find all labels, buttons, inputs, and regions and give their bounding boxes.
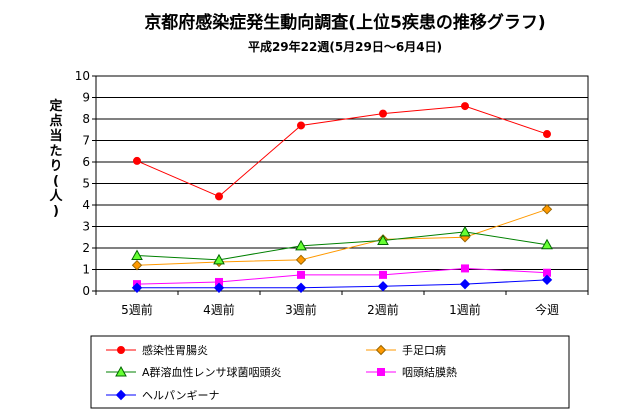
y-axis-label-char: 点 (49, 113, 62, 129)
legend-label: A群溶血性レンサ球菌咽頭炎 (142, 365, 282, 379)
data-point (377, 281, 389, 292)
y-tick-label: 0 (82, 284, 90, 298)
gridlines (96, 97, 588, 270)
data-point (297, 270, 305, 279)
y-tick-label: 8 (82, 112, 90, 126)
y-axis-label-char: た (49, 144, 62, 159)
data-point (295, 239, 307, 251)
y-tick-label: 9 (82, 91, 90, 105)
data-point (541, 274, 553, 286)
data-point (295, 282, 307, 293)
series-line (136, 267, 548, 285)
y-tick-label: 2 (82, 241, 90, 255)
series-3 (131, 225, 553, 265)
data-point (459, 225, 471, 237)
data-point (379, 109, 387, 118)
plot-area-border (95, 75, 589, 292)
series-4 (133, 264, 551, 289)
x-tick-label: 1週前 (449, 302, 481, 317)
data-point (541, 204, 553, 215)
series-line (137, 279, 548, 289)
series-1 (133, 102, 551, 201)
data-point (377, 234, 389, 245)
legend-label: 感染性胃腸炎 (142, 343, 208, 357)
data-point (295, 254, 307, 266)
data-point (541, 238, 553, 250)
legend-label: 手足口病 (402, 343, 446, 357)
legend-item: 感染性胃腸炎 (106, 343, 208, 357)
data-point (461, 102, 469, 111)
y-tick-label: 4 (82, 198, 90, 212)
series-2 (131, 204, 553, 271)
y-axis-label-char: ) (53, 204, 59, 219)
legend-item: 手足口病 (366, 343, 446, 357)
data-point (543, 130, 551, 139)
axes (95, 75, 589, 292)
data-point (131, 249, 143, 261)
legend-label: ヘルパンギーナ (142, 389, 220, 402)
series-line (136, 208, 548, 266)
chart-subtitle: 平成29年22週(5月29日～6月4日) (248, 39, 442, 54)
data-point (215, 192, 223, 201)
data-point (133, 156, 141, 165)
legend-marker (115, 365, 127, 377)
y-axis-ticks: 0 1 2 3 4 5 6 7 8 9 10 (75, 69, 96, 298)
y-tick-label: 6 (82, 155, 90, 169)
legend-marker (117, 346, 125, 354)
data-point (131, 259, 143, 271)
y-axis-label-char: ( (53, 174, 59, 189)
series-group (131, 102, 553, 293)
legend-box (90, 335, 570, 409)
legend-marker (375, 344, 387, 356)
chart-title: 京都府感染症発生動向調査(上位5疾患の推移グラフ) (144, 12, 545, 33)
series-5 (131, 274, 553, 293)
data-point (213, 253, 225, 265)
data-point (459, 278, 471, 290)
legend-marker (377, 368, 385, 376)
data-point (461, 264, 469, 273)
x-tick-label: 2週前 (367, 302, 399, 317)
y-axis-label-char: 人 (49, 188, 63, 204)
legend-label: 咽頭結膜熱 (402, 365, 457, 379)
y-tick-label: 1 (82, 263, 90, 277)
data-point (131, 282, 143, 293)
y-tick-label: 10 (75, 69, 90, 83)
series-line (136, 105, 548, 197)
data-point (297, 121, 305, 130)
x-tick-label: 今週 (535, 302, 559, 317)
series-line (136, 231, 548, 261)
y-axis-label-char: 定 (48, 98, 62, 114)
x-tick-label: 4週前 (203, 302, 235, 317)
legend-item: ヘルパンギーナ (106, 389, 220, 402)
x-tick-label: 3週前 (285, 302, 317, 317)
data-point (379, 270, 387, 279)
y-axis-label-char: り (49, 159, 62, 174)
legend-item: 咽頭結膜熱 (366, 365, 457, 379)
legend-item: A群溶血性レンサ球菌咽頭炎 (106, 365, 282, 379)
y-tick-label: 7 (82, 134, 90, 148)
y-axis-label-char: 当 (49, 128, 62, 144)
y-tick-label: 5 (82, 177, 90, 191)
x-tick-label: 5週前 (121, 302, 153, 317)
legend-marker (115, 389, 127, 401)
data-point (213, 282, 225, 293)
x-axis-ticks: 5週前 4週前 3週前 2週前 1週前 今週 (95, 291, 589, 317)
y-tick-label: 3 (82, 220, 90, 234)
